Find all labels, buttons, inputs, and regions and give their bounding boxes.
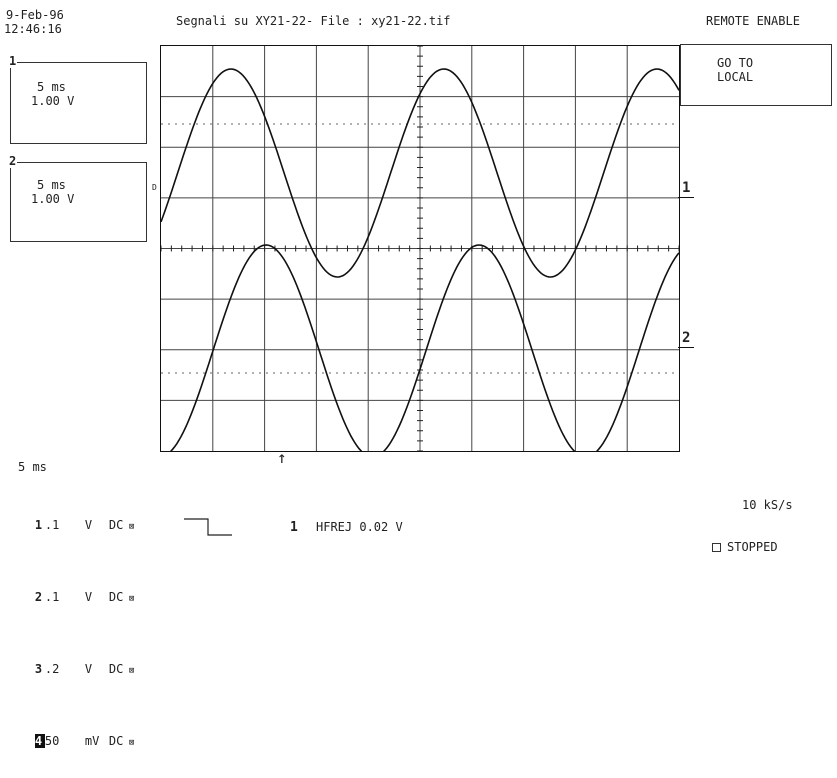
oscilloscope-screen: [160, 45, 680, 452]
bandwidth-limit-icon: ⊠: [128, 738, 135, 748]
trigger-setting[interactable]: HFREJ 0.02 V: [316, 520, 403, 534]
trace-1-waveform: [161, 68, 679, 278]
trigger-slope-icon: [184, 518, 232, 536]
bandwidth-limit-icon: ⊠: [128, 594, 135, 604]
trigger-level-marker: D: [152, 183, 157, 192]
channel-setting-row[interactable]: 3.2 V DC ⊠: [34, 662, 135, 676]
channel-2-volts: 1.00 V: [31, 192, 75, 206]
trigger-position-arrow: ↑: [277, 448, 287, 467]
trace-1-label: 1: [682, 180, 691, 196]
go-to-label: GO TO: [717, 56, 754, 70]
trigger-channel: 1: [290, 520, 298, 535]
trace-1-ground-tick: [678, 197, 694, 198]
waveform-display: [161, 46, 679, 451]
channel-settings-list: 1.1 V DC ⊠ 2.1 V DC ⊠ 3.2 V DC ⊠ 4 50 mV DC ⊠: [6, 476, 134, 778]
trace-2-ground-tick: [678, 347, 694, 348]
channel-1-timebase: 5 ms: [37, 80, 66, 94]
channel-2-box-number: 2: [8, 154, 18, 168]
trace-2-waveform: [169, 244, 679, 451]
stopped-square-icon: [712, 543, 721, 552]
go-to-local-button[interactable]: GO TO LOCAL: [680, 44, 832, 106]
sample-rate: 10 kS/s: [742, 498, 793, 512]
channel-1-box-number: 1: [8, 54, 18, 68]
channel-1-box[interactable]: 5 ms 1.00 V: [10, 62, 147, 144]
channel-2-timebase: 5 ms: [37, 178, 66, 192]
acquisition-status: STOPPED: [712, 540, 778, 554]
timebase-label: 5 ms: [18, 460, 47, 474]
date-label: 9-Feb-96: [6, 8, 64, 22]
channel-2-box[interactable]: 5 ms 1.00 V: [10, 162, 147, 242]
local-label: LOCAL: [717, 70, 754, 84]
channel-1-volts: 1.00 V: [31, 94, 75, 108]
channel-setting-row[interactable]: 2.1 V DC ⊠: [34, 590, 135, 604]
trace-2-label: 2: [682, 330, 691, 346]
time-label: 12:46:16: [4, 22, 62, 36]
bandwidth-limit-icon: ⊠: [128, 522, 135, 532]
channel-setting-row[interactable]: 4 50 mV DC ⊠: [34, 734, 135, 748]
channel-setting-row[interactable]: 1.1 V DC ⊠: [34, 518, 135, 532]
screen-title: Segnali su XY21-22- File : xy21-22.tif: [176, 14, 451, 28]
bandwidth-limit-icon: ⊠: [128, 666, 135, 676]
remote-status: REMOTE ENABLE: [706, 14, 800, 28]
